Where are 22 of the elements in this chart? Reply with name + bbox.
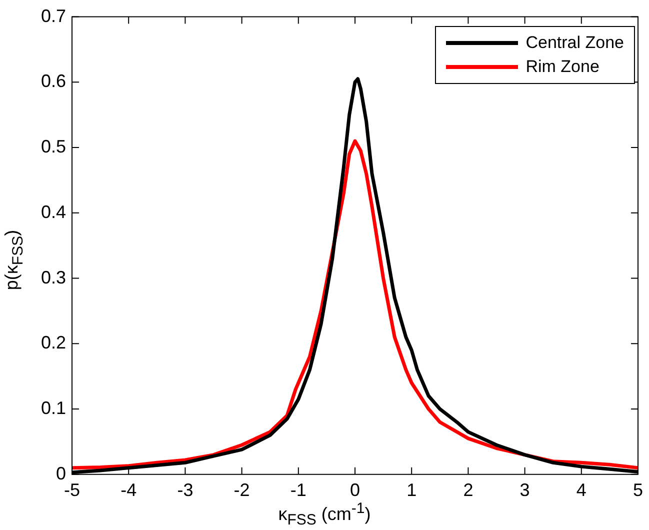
x-tick-label: -4 (120, 480, 137, 500)
y-tick-label: 0.3 (40, 267, 66, 288)
y-tick-label: 0.2 (40, 332, 66, 353)
x-axis-title: κ$_{FSS}$ (cm$^{-1}$) (277, 500, 372, 529)
y-tick-label: 0.7 (40, 6, 66, 26)
x-tick-label: 0 (350, 480, 360, 500)
y-tick-label: 0.4 (40, 202, 66, 222)
x-tick-label: 5 (632, 480, 643, 500)
y-tick-label: 0.6 (40, 71, 66, 92)
x-tick-label: 3 (520, 480, 530, 500)
y-tick-label: 0.5 (40, 136, 66, 157)
x-tick-label: -5 (64, 480, 80, 500)
y-tick-label: 0.1 (40, 398, 66, 418)
x-tick-label: 2 (463, 480, 474, 500)
y-tick-label: 0 (56, 463, 66, 484)
x-tick-label: -1 (290, 480, 306, 500)
x-tick-label: 1 (406, 480, 417, 500)
legend-label: Rim Zone (526, 57, 600, 77)
x-tick-label: -3 (177, 480, 194, 500)
legend-label: Central Zone (526, 33, 624, 53)
x-tick-label: -2 (234, 480, 250, 500)
x-tick-label: 4 (576, 480, 586, 500)
